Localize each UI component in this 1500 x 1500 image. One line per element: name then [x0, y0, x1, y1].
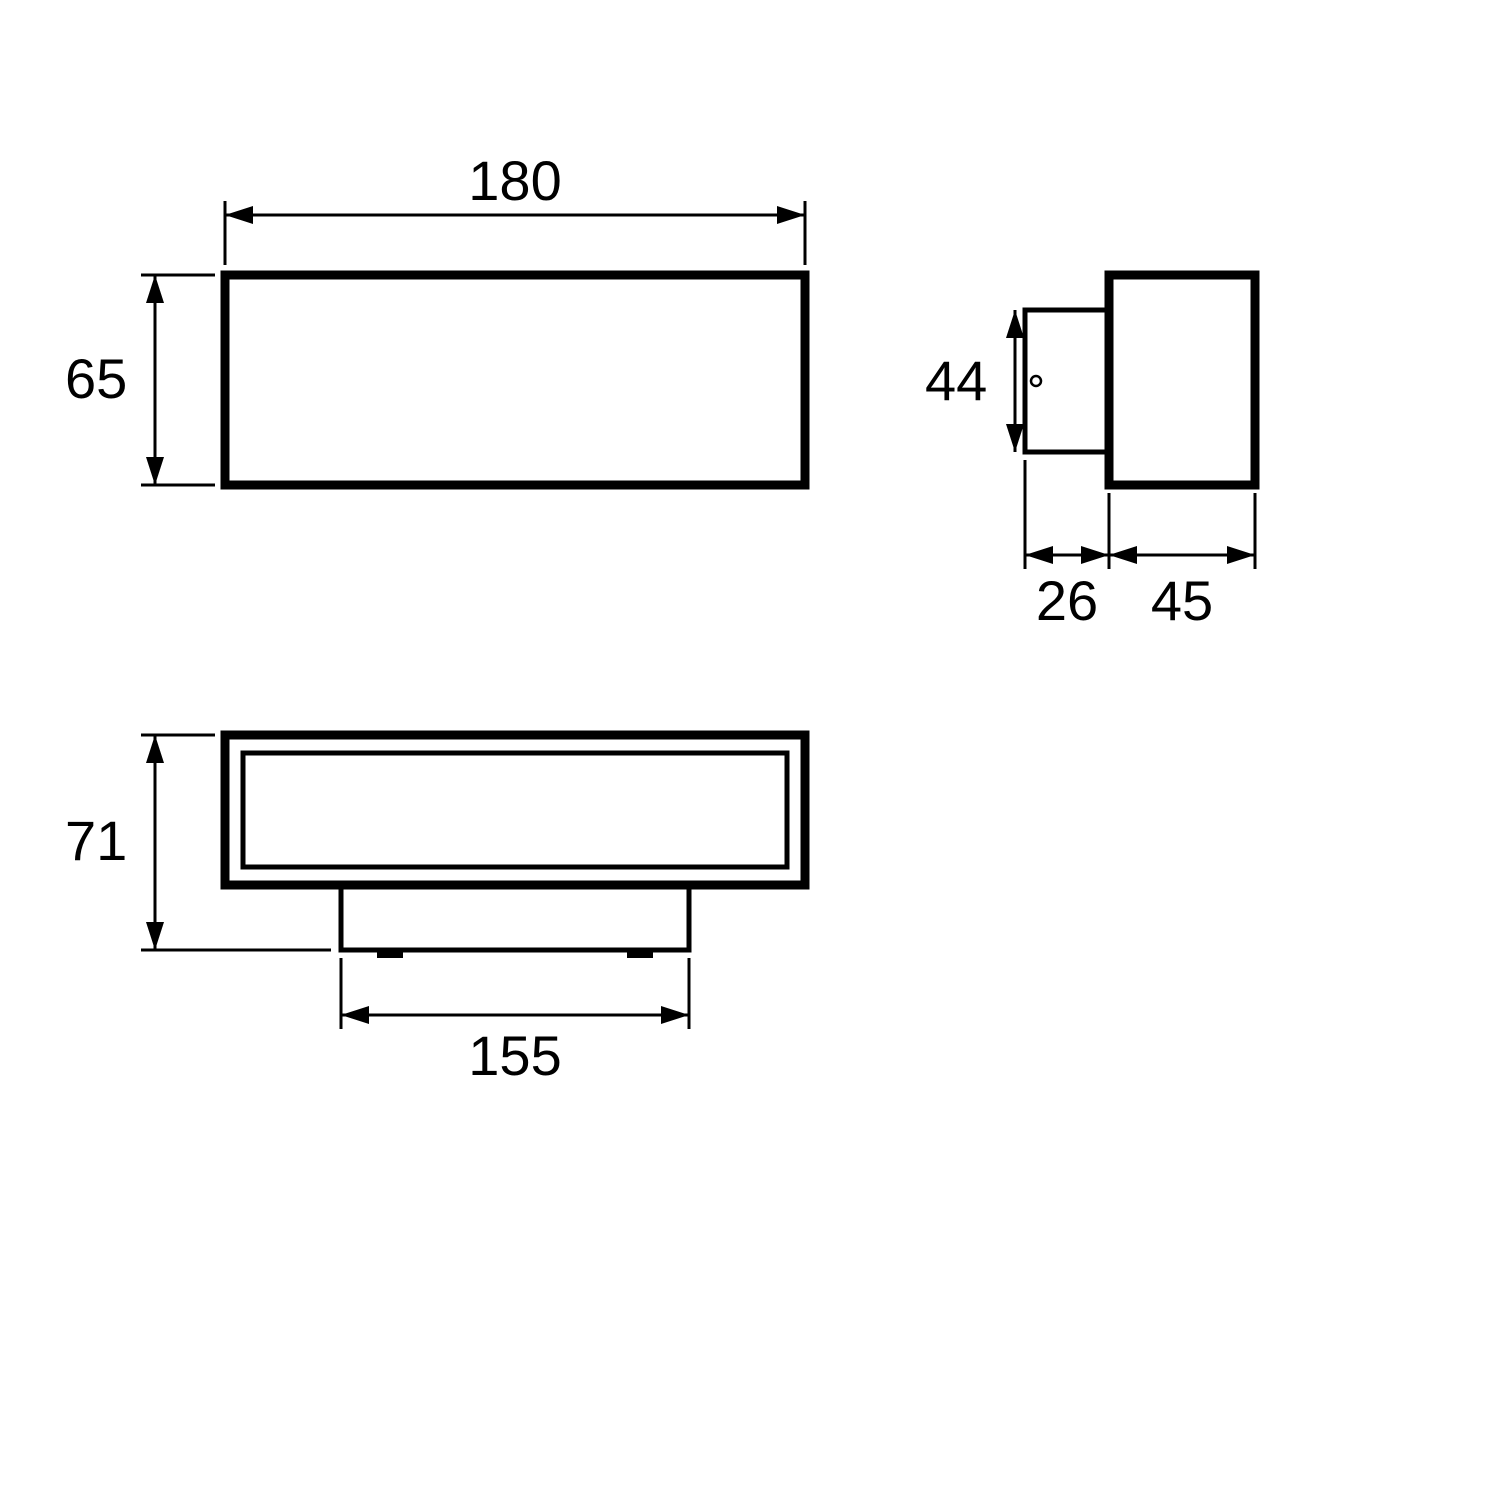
technical-drawing: 180 65 44 26 45 71 155 — [0, 0, 1500, 1500]
dim-180: 180 — [468, 149, 561, 212]
foot-left — [377, 950, 403, 958]
front-view-rect — [225, 275, 805, 485]
side-back-rect — [1025, 310, 1109, 452]
top-base-rect — [341, 885, 689, 950]
top-outer-rect — [225, 735, 805, 885]
dim-44: 44 — [925, 349, 987, 412]
side-front-rect — [1109, 275, 1255, 485]
mounting-hole — [1031, 376, 1041, 386]
dim-155: 155 — [468, 1024, 561, 1087]
dim-26: 26 — [1036, 569, 1098, 632]
top-inner-rect — [243, 753, 787, 867]
dim-45: 45 — [1151, 569, 1213, 632]
dim-65: 65 — [65, 347, 127, 410]
foot-right — [627, 950, 653, 958]
dim-71: 71 — [65, 809, 127, 872]
